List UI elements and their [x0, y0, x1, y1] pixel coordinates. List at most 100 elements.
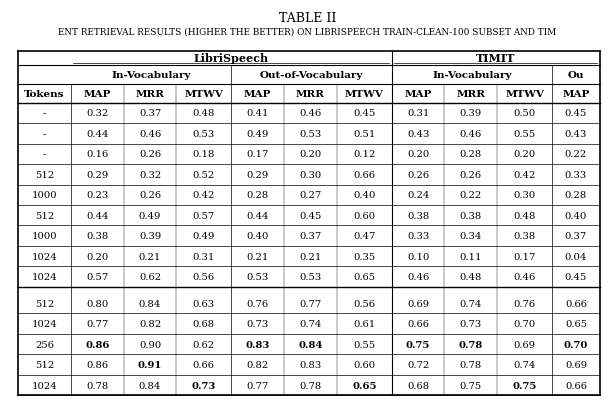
Text: 0.52: 0.52 — [192, 170, 215, 179]
Text: 0.43: 0.43 — [407, 130, 429, 138]
Text: 0.47: 0.47 — [353, 231, 376, 240]
Text: 0.77: 0.77 — [300, 299, 322, 308]
Text: 0.80: 0.80 — [86, 299, 108, 308]
Text: 512: 512 — [35, 170, 54, 179]
Text: TABLE II: TABLE II — [279, 11, 336, 25]
Text: 0.24: 0.24 — [407, 191, 429, 200]
Text: 0.46: 0.46 — [460, 130, 482, 138]
Text: MAP: MAP — [84, 90, 111, 99]
Text: 0.70: 0.70 — [564, 340, 588, 349]
Text: 0.17: 0.17 — [247, 150, 269, 159]
Text: 0.45: 0.45 — [565, 272, 587, 281]
Text: MAP: MAP — [405, 90, 432, 99]
Text: 0.26: 0.26 — [460, 170, 482, 179]
Text: 0.75: 0.75 — [460, 381, 482, 390]
Text: 0.84: 0.84 — [298, 340, 323, 349]
Text: 0.30: 0.30 — [514, 191, 536, 200]
Text: 0.37: 0.37 — [139, 109, 161, 118]
Text: 0.78: 0.78 — [460, 360, 482, 369]
Text: 0.35: 0.35 — [353, 252, 375, 261]
Text: 0.21: 0.21 — [247, 252, 269, 261]
Text: 0.74: 0.74 — [300, 319, 322, 328]
Text: 0.62: 0.62 — [192, 340, 215, 349]
Text: 0.60: 0.60 — [353, 360, 375, 369]
Text: MTWV: MTWV — [184, 90, 223, 99]
Text: 0.28: 0.28 — [247, 191, 269, 200]
Text: 0.68: 0.68 — [192, 319, 215, 328]
Text: 0.76: 0.76 — [514, 299, 536, 308]
Text: 0.48: 0.48 — [459, 272, 482, 281]
Text: 0.77: 0.77 — [247, 381, 269, 390]
Text: MTWV: MTWV — [345, 90, 384, 99]
Text: 0.42: 0.42 — [192, 191, 215, 200]
Text: 0.82: 0.82 — [139, 319, 161, 328]
Text: 0.37: 0.37 — [565, 231, 587, 240]
Text: 0.34: 0.34 — [459, 231, 482, 240]
Text: 0.90: 0.90 — [139, 340, 161, 349]
Text: MTWV: MTWV — [506, 90, 544, 99]
Text: MRR: MRR — [135, 90, 165, 99]
Text: 0.40: 0.40 — [565, 211, 587, 220]
Text: 1024: 1024 — [31, 381, 57, 390]
Text: 0.65: 0.65 — [353, 272, 375, 281]
Text: 0.51: 0.51 — [353, 130, 376, 138]
Text: 0.46: 0.46 — [514, 272, 536, 281]
Text: 1024: 1024 — [31, 319, 57, 328]
Text: LibriSpeech: LibriSpeech — [194, 53, 269, 64]
Text: 0.57: 0.57 — [86, 272, 108, 281]
Text: 0.53: 0.53 — [192, 130, 215, 138]
Text: 0.45: 0.45 — [565, 109, 587, 118]
Text: Tokens: Tokens — [24, 90, 65, 99]
Text: 0.10: 0.10 — [407, 252, 429, 261]
Text: 0.72: 0.72 — [407, 360, 429, 369]
Text: 0.78: 0.78 — [300, 381, 322, 390]
Text: Ou: Ou — [568, 71, 584, 80]
Text: 0.57: 0.57 — [192, 211, 215, 220]
Text: ENT RETRIEVAL RESULTS (HIGHER THE BETTER) ON LIBRISPEECH TRAIN-CLEAN-100 SUBSET : ENT RETRIEVAL RESULTS (HIGHER THE BETTER… — [58, 28, 557, 37]
Text: 0.22: 0.22 — [565, 150, 587, 159]
Text: Out-of-Vocabulary: Out-of-Vocabulary — [260, 71, 363, 80]
Text: MRR: MRR — [296, 90, 325, 99]
Text: 0.83: 0.83 — [300, 360, 322, 369]
Text: 0.28: 0.28 — [565, 191, 587, 200]
Text: 0.49: 0.49 — [192, 231, 215, 240]
Text: 0.29: 0.29 — [86, 170, 108, 179]
Text: 0.20: 0.20 — [86, 252, 108, 261]
Text: 0.56: 0.56 — [353, 299, 375, 308]
Text: 0.84: 0.84 — [139, 299, 161, 308]
Text: 0.53: 0.53 — [300, 272, 322, 281]
Text: 0.74: 0.74 — [514, 360, 536, 369]
Text: 0.43: 0.43 — [565, 130, 587, 138]
Text: 0.44: 0.44 — [86, 211, 108, 220]
Text: 0.23: 0.23 — [86, 191, 108, 200]
Text: 0.04: 0.04 — [565, 252, 587, 261]
Text: MAP: MAP — [244, 90, 271, 99]
Text: 0.37: 0.37 — [300, 231, 322, 240]
Text: 0.20: 0.20 — [407, 150, 429, 159]
Text: MAP: MAP — [562, 90, 590, 99]
Text: 0.65: 0.65 — [352, 381, 376, 390]
Text: 0.66: 0.66 — [407, 319, 429, 328]
Text: 0.30: 0.30 — [300, 170, 322, 179]
Text: 0.66: 0.66 — [193, 360, 215, 369]
Text: In-Vocabulary: In-Vocabulary — [111, 71, 191, 80]
Text: 0.49: 0.49 — [247, 130, 269, 138]
Text: 0.38: 0.38 — [460, 211, 482, 220]
Text: 0.69: 0.69 — [407, 299, 429, 308]
Text: 0.40: 0.40 — [353, 191, 376, 200]
Text: 0.32: 0.32 — [139, 170, 161, 179]
Text: 0.73: 0.73 — [192, 381, 216, 390]
Text: 0.49: 0.49 — [139, 211, 161, 220]
Text: 0.53: 0.53 — [247, 272, 269, 281]
Text: -: - — [43, 109, 46, 118]
Text: -: - — [43, 130, 46, 138]
Text: 0.66: 0.66 — [353, 170, 375, 179]
Text: 0.76: 0.76 — [247, 299, 269, 308]
Text: 0.77: 0.77 — [86, 319, 108, 328]
Text: In-Vocabulary: In-Vocabulary — [432, 71, 512, 80]
Text: -: - — [43, 150, 46, 159]
Text: 0.65: 0.65 — [565, 319, 587, 328]
Text: 0.26: 0.26 — [407, 170, 429, 179]
Text: 0.11: 0.11 — [459, 252, 482, 261]
Text: 0.86: 0.86 — [85, 340, 109, 349]
